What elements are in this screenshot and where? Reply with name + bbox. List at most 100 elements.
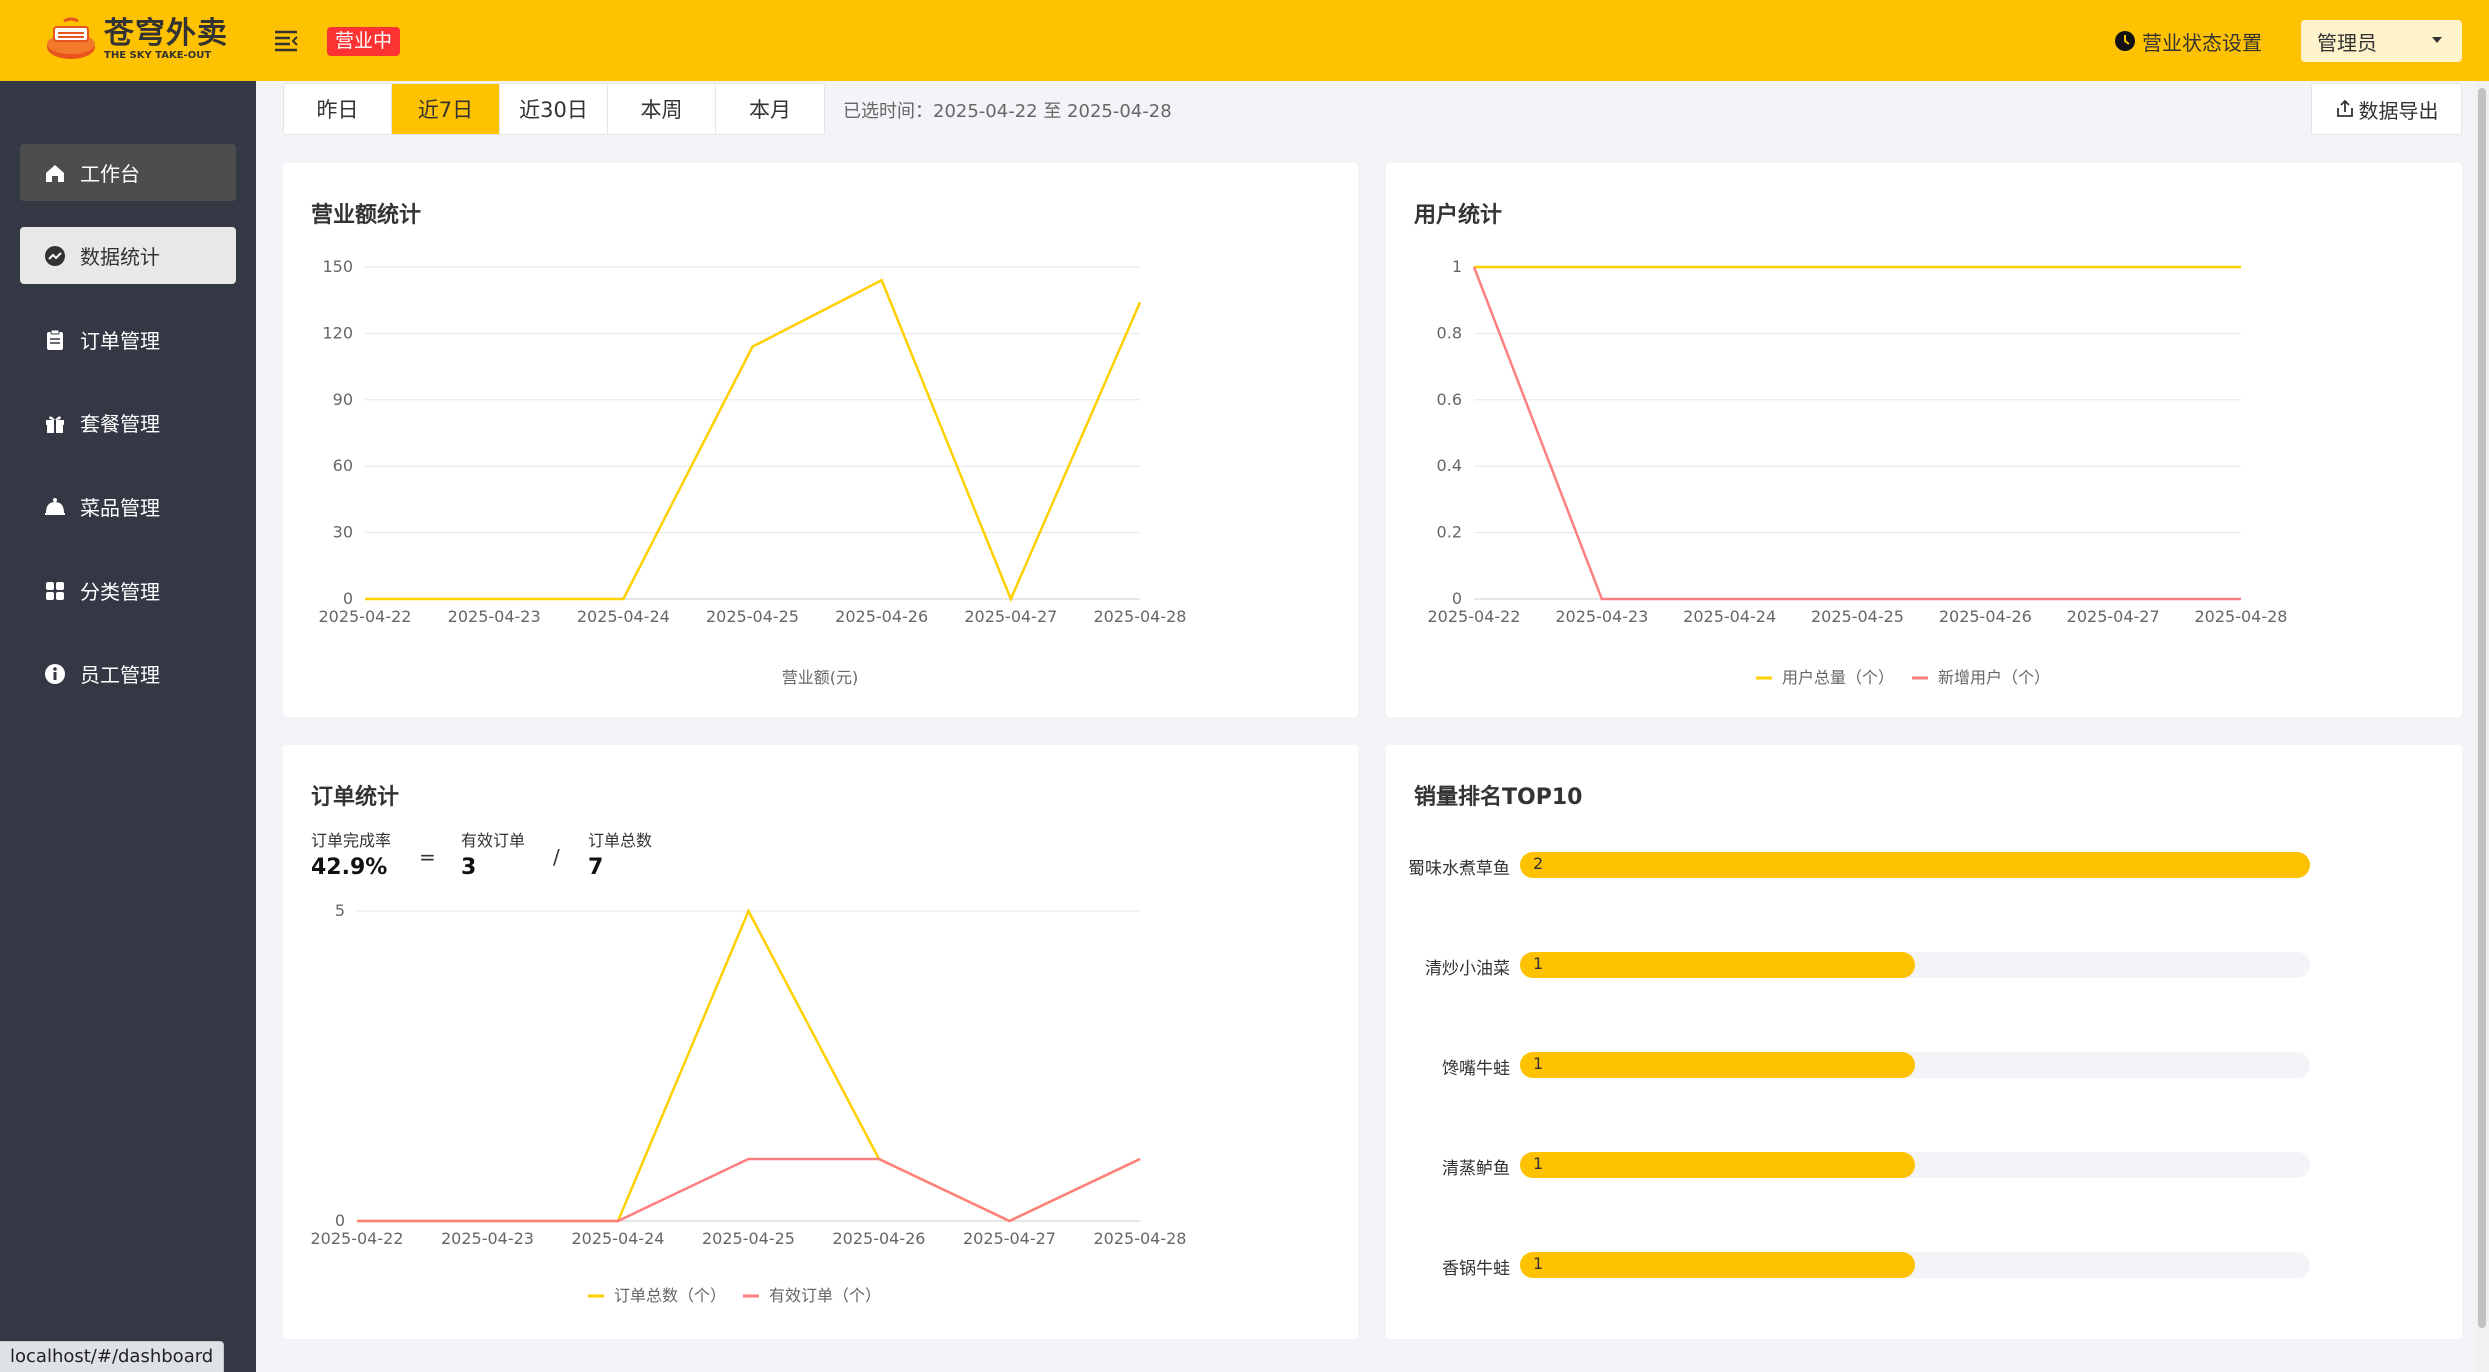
caret-down-icon bbox=[2432, 37, 2442, 43]
turnover-x-tick-label: 2025-04-23 bbox=[448, 607, 541, 626]
turnover-y-tick-label: 150 bbox=[322, 257, 353, 276]
top10-bar-track: 1 bbox=[1520, 1252, 2310, 1278]
sidebar-item-orders[interactable]: 订单管理 bbox=[20, 311, 236, 368]
scrollbar-thumb[interactable] bbox=[2478, 88, 2486, 1328]
top10-row: 清炒小油菜 1 bbox=[1386, 952, 2386, 979]
top10-bar-value: 1 bbox=[1533, 1054, 1544, 1073]
sidebar-item-dishes[interactable]: 菜品管理 bbox=[20, 478, 236, 535]
users-x-tick-label: 2025-04-24 bbox=[1683, 607, 1776, 626]
status-badge: 营业中 bbox=[327, 27, 401, 56]
valid-orders-value: 3 bbox=[461, 855, 477, 880]
browser-status-url: localhost/#/dashboard bbox=[0, 1341, 225, 1372]
orders-y-tick-label: 0 bbox=[335, 1211, 345, 1230]
tab-this-month[interactable]: 本月 bbox=[749, 98, 791, 122]
sidebar-item-label: 菜品管理 bbox=[80, 496, 160, 520]
orders-legend-label[interactable]: 订单总数（个） bbox=[614, 1286, 726, 1305]
sidebar-item-setmeal[interactable]: 套餐管理 bbox=[20, 394, 236, 451]
selected-range-text: 已选时间：2025-04-22 至 2025-04-28 bbox=[843, 101, 1172, 122]
completion-rate-kpi: 订单完成率 42.9% bbox=[311, 827, 391, 880]
turnover-title: 营业额统计 bbox=[311, 203, 422, 228]
top10-row: 清蒸鲈鱼 1 bbox=[1386, 1152, 2386, 1179]
turnover-y-tick-label: 0 bbox=[343, 589, 353, 608]
shop-status-setting-label: 营业状态设置 bbox=[2142, 30, 2262, 55]
users-x-tick-label: 2025-04-23 bbox=[1555, 607, 1648, 626]
export-data-label: 数据导出 bbox=[2358, 98, 2439, 123]
equals-sign: = bbox=[419, 845, 436, 869]
chart-icon bbox=[45, 245, 65, 266]
sidebar-item-category[interactable]: 分类管理 bbox=[20, 562, 236, 619]
info-icon bbox=[45, 663, 65, 684]
sidebar-item-label: 数据统计 bbox=[80, 245, 160, 269]
completion-rate-value: 42.9% bbox=[311, 855, 388, 880]
tab-last-30-days[interactable]: 近30日 bbox=[500, 84, 608, 134]
turnover-x-tick-label: 2025-04-25 bbox=[706, 607, 799, 626]
menu-toggle-icon[interactable] bbox=[272, 26, 300, 54]
tab-last-7-days[interactable]: 近7日 bbox=[392, 84, 500, 134]
users-y-tick-label: 0 bbox=[1452, 589, 1462, 608]
top10-item-name: 蜀味水煮草鱼 bbox=[1408, 859, 1510, 879]
total-orders-label: 订单总数 bbox=[588, 831, 653, 850]
export-data-button[interactable]: 数据导出 bbox=[2311, 83, 2462, 135]
completion-rate-label: 订单完成率 bbox=[311, 831, 392, 850]
shop-status-setting-button[interactable]: 营业状态设置 bbox=[2114, 26, 2262, 56]
user-dropdown[interactable]: 管理员 bbox=[2301, 20, 2462, 62]
users-x-tick-label: 2025-04-25 bbox=[1811, 607, 1904, 626]
users-x-tick-label: 2025-04-26 bbox=[1939, 607, 2032, 626]
turnover-x-tick-label: 2025-04-28 bbox=[1094, 607, 1187, 626]
users-y-tick-label: 0.6 bbox=[1437, 390, 1462, 409]
home-icon bbox=[46, 164, 64, 182]
orders-card: 订单统计 订单完成率 42.9% = 有效订单 3 / 订单总数 7 0 5 202… bbox=[283, 745, 1358, 1339]
orders-title: 订单统计 bbox=[311, 785, 400, 810]
gift-icon bbox=[46, 415, 64, 433]
top10-title: 销量排名TOP10 bbox=[1414, 785, 1583, 810]
top10-bar-track: 1 bbox=[1520, 1052, 2310, 1078]
orders-chart: 0 5 2025-04-22 2025-04-23 2025-04-24 2025-04-… bbox=[311, 901, 1187, 1305]
users-x-tick-label: 2025-04-22 bbox=[1428, 607, 1521, 626]
sidebar-item-statistics[interactable]: 数据统计 bbox=[20, 227, 236, 284]
orders-legend-label[interactable]: 有效订单（个） bbox=[769, 1286, 881, 1305]
top10-bar-value: 2 bbox=[1533, 854, 1544, 873]
sidebar-item-label: 分类管理 bbox=[80, 580, 160, 604]
users-legend-label[interactable]: 新增用户（个） bbox=[1938, 668, 2050, 687]
turnover-x-tick-label: 2025-04-26 bbox=[835, 607, 928, 626]
turnover-x-tick-label: 2025-04-22 bbox=[319, 607, 412, 626]
tab-yesterday[interactable]: 昨日 bbox=[284, 84, 392, 134]
users-y-tick-label: 1 bbox=[1452, 257, 1462, 276]
logo-mark-icon bbox=[44, 17, 98, 63]
top10-item-name: 香锅牛蛙 bbox=[1442, 1259, 1510, 1279]
top10-bar: 1 bbox=[1520, 952, 1915, 978]
orders-x-tick-label: 2025-04-26 bbox=[833, 1229, 926, 1248]
orders-series-line-1 bbox=[357, 1157, 1141, 1223]
user-name: 管理员 bbox=[2317, 30, 2377, 55]
top10-bar-value: 1 bbox=[1533, 1254, 1544, 1273]
users-series-line-1 bbox=[1472, 266, 2241, 601]
turnover-y-tick-label: 60 bbox=[333, 456, 353, 475]
turnover-y-tick-label: 120 bbox=[322, 323, 353, 342]
clock-icon bbox=[2115, 31, 2135, 51]
sidebar-item-employee[interactable]: 员工管理 bbox=[20, 645, 236, 702]
top-header: 苍穹外卖 THE SKY TAKE-OUT 营业中 营业状态设置 管理员 bbox=[0, 0, 2489, 81]
top10-item-name: 清炒小油菜 bbox=[1425, 959, 1510, 979]
users-y-tick-label: 0.4 bbox=[1437, 456, 1462, 475]
top10-bar-track: 1 bbox=[1520, 952, 2310, 978]
orders-y-tick-label: 5 bbox=[335, 901, 345, 920]
orders-x-tick-label: 2025-04-23 bbox=[441, 1229, 534, 1248]
total-orders-kpi: 订单总数 7 bbox=[588, 827, 652, 880]
users-y-tick-label: 0.2 bbox=[1437, 523, 1462, 542]
grid-icon bbox=[46, 581, 64, 600]
turnover-x-tick-label: 2025-04-27 bbox=[964, 607, 1057, 626]
orders-x-tick-label: 2025-04-24 bbox=[572, 1229, 665, 1248]
top10-bar-value: 1 bbox=[1533, 1154, 1544, 1173]
top10-bar: 2 bbox=[1520, 852, 2310, 878]
clipboard-icon bbox=[47, 329, 63, 350]
sidebar-item-dashboard[interactable]: 工作台 bbox=[20, 144, 236, 201]
turnover-series-line-0 bbox=[365, 278, 1142, 603]
turnover-legend-label[interactable]: 营业额(元) bbox=[782, 668, 859, 687]
date-range-tabs: 昨日 近7日 近30日 本周 本月 bbox=[283, 83, 825, 135]
tab-this-week[interactable]: 本周 bbox=[608, 84, 716, 134]
top10-bar-track: 2 bbox=[1520, 852, 2310, 878]
users-legend-label[interactable]: 用户总量（个） bbox=[1782, 668, 1894, 687]
top10-bar-value: 1 bbox=[1533, 954, 1544, 973]
slash-sign: / bbox=[553, 845, 560, 869]
users-card: 用户统计 0 0.2 0.4 0.6 0.8 1 2025-04-22 2025-04-23 2… bbox=[1386, 163, 2462, 717]
